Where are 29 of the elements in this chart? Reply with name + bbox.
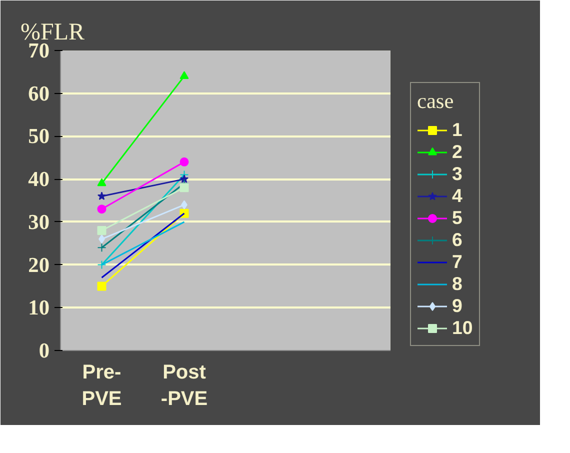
legend-label: 7 [452,251,464,273]
x-tick-label: Post -PVE [160,362,208,410]
point [97,204,106,214]
y-tick-label: 30 [28,210,50,234]
legend-label: 6 [452,229,464,251]
point [97,192,106,200]
legend-label: 8 [452,273,464,295]
y-tick-label: 20 [28,252,50,277]
y-tick-label: 10 [28,296,50,320]
point [180,183,189,192]
legend-label: 3 [452,163,464,185]
point [97,282,106,291]
legend-label: 5 [452,207,464,229]
legend-label: 10 [452,317,473,339]
legend-label: 1 [452,119,464,141]
x-tick-label: Pre- PVE [82,362,122,410]
y-tick-label: 60 [28,81,50,106]
point [97,260,106,270]
legend-label: 4 [452,185,464,207]
y-tick-label: 0 [38,338,50,362]
y-tick-label: 50 [28,124,50,148]
legend-label: 9 [452,295,464,317]
point [97,243,106,252]
legend-label: 2 [452,141,464,163]
point [180,157,189,166]
point [97,226,106,235]
legend-title: case [417,89,455,114]
y-tick-label: 70 [28,38,50,62]
y-tick-label: 40 [28,167,50,192]
